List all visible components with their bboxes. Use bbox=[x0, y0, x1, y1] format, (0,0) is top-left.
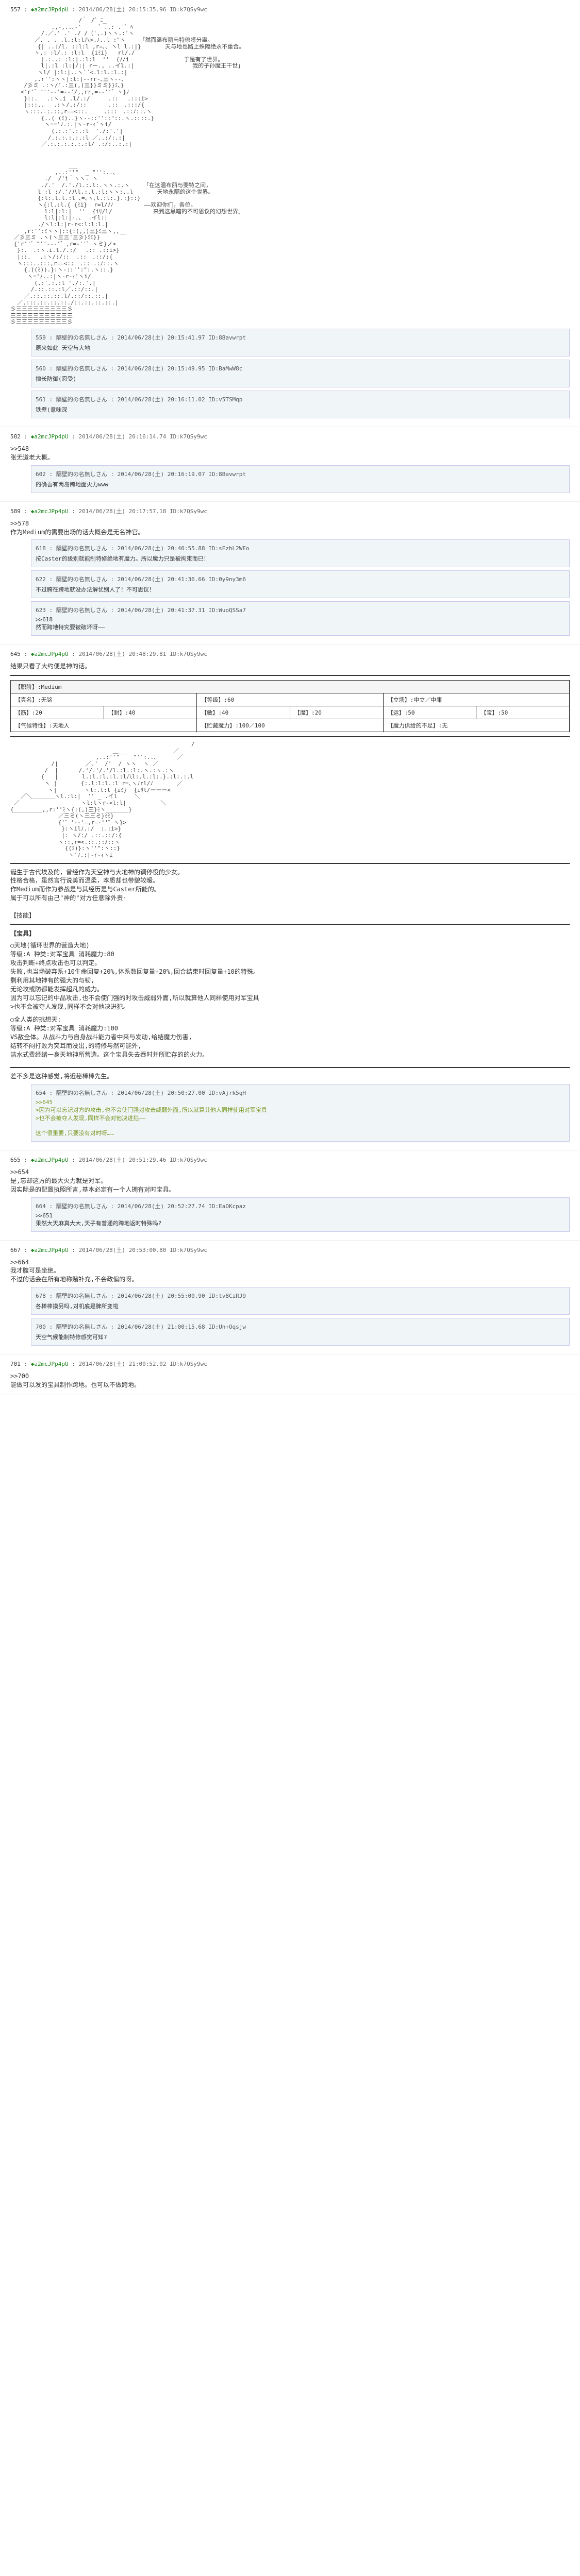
post-number: 557 bbox=[10, 6, 21, 13]
ascii-art-2: ＿_ ,..:''" _ "'':..､ ./ /'i｀ヽヽ. ヽ ./.' /… bbox=[10, 150, 570, 326]
post-id: ID:k7QSy9wc bbox=[170, 6, 207, 13]
reply-654: 654 : 隔壁的の名無しさん : 2014/06/28(土) 20:50:27… bbox=[31, 1084, 570, 1142]
reply-561: 561 : 隔壁的の名無しさん : 2014/06/28(土) 20:16:11… bbox=[31, 391, 570, 418]
reply-678: 678 : 隔壁的の名無しさん : 2014/06/28(土) 20:55:00… bbox=[31, 1287, 570, 1315]
divider bbox=[10, 924, 570, 925]
divider bbox=[10, 1067, 570, 1068]
post-date: 2014/06/28(土) 20:15:35.96 bbox=[78, 6, 166, 13]
skills-section: 【宝具】○天地(循环世界的营造大地)等级:A 种类:对军宝具 消耗魔力:80攻击… bbox=[10, 929, 570, 1063]
post-655: 655 : ◆a2mcJPp4pU : 2014/06/28(土) 20:51:… bbox=[0, 1150, 580, 1240]
tripcode: ◆a2mcJPp4pU bbox=[31, 6, 69, 13]
reply-618: 618 : 隔壁的の名無しさん : 2014/06/28(土) 20:40:55… bbox=[31, 539, 570, 567]
post-582: 582 : ◆a2mcJPp4pU : 2014/06/28(土) 20:16:… bbox=[0, 427, 580, 502]
character-description: 诞生于古代埃及的，曾经作为天空神与大地神的调停役的少女。 性格合格，虽然言行说美… bbox=[10, 868, 570, 920]
post-667: 667 : ◆a2mcJPp4pU : 2014/06/28(土) 20:53:… bbox=[0, 1241, 580, 1354]
reply-664: 664 : 隔壁的の名無しさん : 2014/06/28(土) 20:52:27… bbox=[31, 1197, 570, 1232]
divider bbox=[10, 736, 570, 737]
post-header: 557 : ◆a2mcJPp4pU : 2014/06/28(土) 20:15:… bbox=[10, 5, 570, 13]
post-589: 589 : ◆a2mcJPp4pU : 2014/06/28(土) 20:17:… bbox=[0, 502, 580, 645]
reply-623: 623 : 隔壁的の名無しさん : 2014/06/28(土) 20:41:37… bbox=[31, 601, 570, 636]
divider bbox=[10, 675, 570, 676]
post-701: 701 : ◆a2mcJPp4pU : 2014/06/28(土) 21:00:… bbox=[0, 1354, 580, 1395]
character-ascii-art: / ＿___ ／ ,..:''" "'':..､ ／ /| ／.' /' / ヽ… bbox=[10, 741, 570, 859]
post-557: 557 : ◆a2mcJPp4pU : 2014/06/28(土) 20:15:… bbox=[0, 0, 580, 427]
reply-622: 622 : 隔壁的の名無しさん : 2014/06/28(土) 20:41:36… bbox=[31, 570, 570, 598]
reply-559: 559 : 隔壁的の名無しさん : 2014/06/28(土) 20:15:41… bbox=[31, 329, 570, 357]
reply-700: 700 : 隔壁的の名無しさん : 2014/06/28(土) 21:00:15… bbox=[31, 1318, 570, 1346]
post-645: 645 : ◆a2mcJPp4pU : 2014/06/28(土) 20:48:… bbox=[0, 645, 580, 1150]
ascii-art-1: /｀ /゛ﾆ_ .,-,..､-' ゛..: .'゛ﾍ /.／.' .' ./ … bbox=[10, 18, 570, 148]
reply-602: 602 : 隔壁的の名無しさん : 2014/06/28(土) 20:16:19… bbox=[31, 465, 570, 493]
divider bbox=[10, 863, 570, 864]
character-stats: 【职阶】:Medium 【真名】:无铭【等级】:60【立场】:中立／中庸 【筋】… bbox=[10, 680, 570, 732]
reply-560: 560 : 隔壁的の名無しさん : 2014/06/28(土) 20:15:49… bbox=[31, 360, 570, 387]
